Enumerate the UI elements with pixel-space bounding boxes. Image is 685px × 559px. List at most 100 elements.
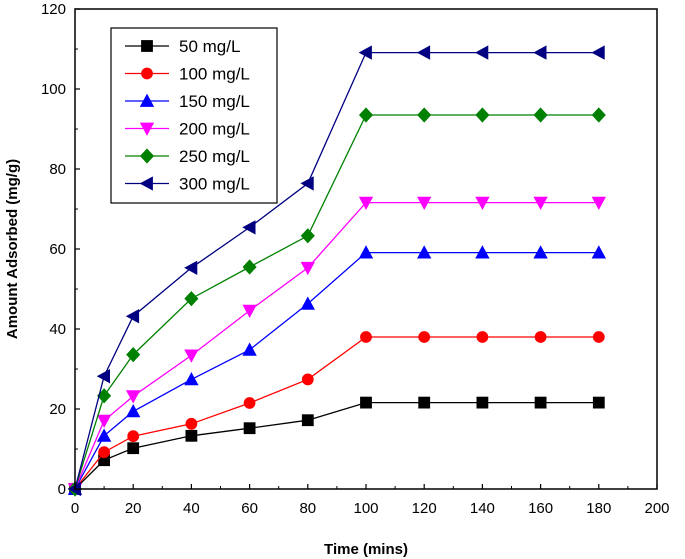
data-point [242,259,257,275]
data-point [358,196,374,210]
data-point [300,296,315,310]
y-tick-label: 100 [41,81,66,98]
data-point [243,397,256,409]
y-tick-label: 0 [58,481,66,498]
data-point [125,309,140,324]
data-point [98,446,110,459]
data-point [592,331,605,343]
data-point [243,422,256,435]
data-point [533,45,547,60]
series-0 [69,396,605,495]
data-point [185,429,198,442]
series-line [74,336,599,490]
data-point [591,245,606,259]
x-tick-label: 80 [299,500,316,517]
data-point [301,373,314,386]
data-point [96,428,112,442]
data-point [360,331,372,343]
series-line [74,401,599,490]
data-point [417,107,432,123]
x-tick-label: 120 [412,500,437,517]
data-point [476,331,489,343]
data-point [591,45,605,60]
x-tick-label: 40 [183,500,200,517]
data-point [127,442,140,455]
data-point [475,45,489,60]
data-point [300,176,314,191]
data-point [592,396,605,409]
data-point [358,107,374,123]
legend-label: 150 mg/L [179,92,250,111]
data-point [416,45,431,60]
data-point [300,261,315,276]
series-1 [69,331,605,495]
data-point [418,396,431,409]
data-point [475,196,490,210]
x-axis-title: Time (mins) [324,541,408,558]
data-point [185,417,198,430]
data-point [96,414,112,428]
data-point [534,396,547,409]
data-point [184,349,199,363]
data-point [242,304,257,318]
data-point [184,372,199,386]
x-tick-label: 200 [644,500,669,517]
legend-marker [141,40,153,52]
x-tick-label: 140 [470,500,495,517]
legend-label: 250 mg/L [179,147,250,166]
legend-box [110,27,278,204]
data-point [475,107,490,123]
legend-marker [139,148,155,164]
series-2 [67,245,606,495]
data-point [534,331,547,343]
data-point [417,196,432,210]
data-point [242,220,256,235]
series-line [74,201,599,490]
data-point [184,260,198,275]
data-point [358,45,372,60]
data-point [126,390,141,404]
series-3 [67,196,606,497]
x-tick-label: 180 [586,500,611,517]
legend-marker [139,93,155,107]
data-point [533,196,548,210]
legend-marker [141,67,153,80]
data-point [533,245,548,259]
axis-ticks: 0 20 40 60 80 100 120 140 160 180 200 0 20 40 60 80 100 1… [41,1,670,517]
data-point [591,196,606,210]
legend-label: 100 mg/L [179,65,250,84]
data-point [96,369,110,384]
data-point [127,430,140,443]
y-tick-label: 120 [41,1,66,18]
x-tick-label: 60 [241,500,258,517]
data-point [126,404,141,418]
data-point [533,107,548,123]
data-point [301,414,314,427]
series-5 [67,45,605,497]
legend-label: 200 mg/L [179,120,250,139]
legend: 50 mg/L 100 mg/L 150 mg/L 200 mg/L 250 mg/L 3… [110,27,278,204]
data-point [242,342,257,356]
series-layer [67,45,606,497]
data-point [418,331,431,343]
legend-label: 300 mg/L [179,175,250,194]
y-tick-label: 80 [49,161,66,178]
y-tick-label: 40 [49,321,66,338]
y-tick-label: 20 [49,401,66,418]
data-point [358,245,374,259]
data-point [300,228,315,244]
data-point [476,396,489,409]
legend-label: 50 mg/L [179,37,240,56]
x-tick-label: 0 [71,500,79,517]
data-point [591,107,606,123]
legend-marker [139,122,155,136]
x-tick-label: 100 [353,500,378,517]
y-tick-label: 60 [49,241,66,258]
legend-marker [139,176,153,191]
y-axis-title: Amount Adsorbed (mg/g) [4,159,21,339]
data-point [126,347,141,363]
series-line [74,251,599,490]
data-point [475,245,490,259]
x-tick-label: 160 [528,500,553,517]
x-tick-label: 20 [125,500,142,517]
